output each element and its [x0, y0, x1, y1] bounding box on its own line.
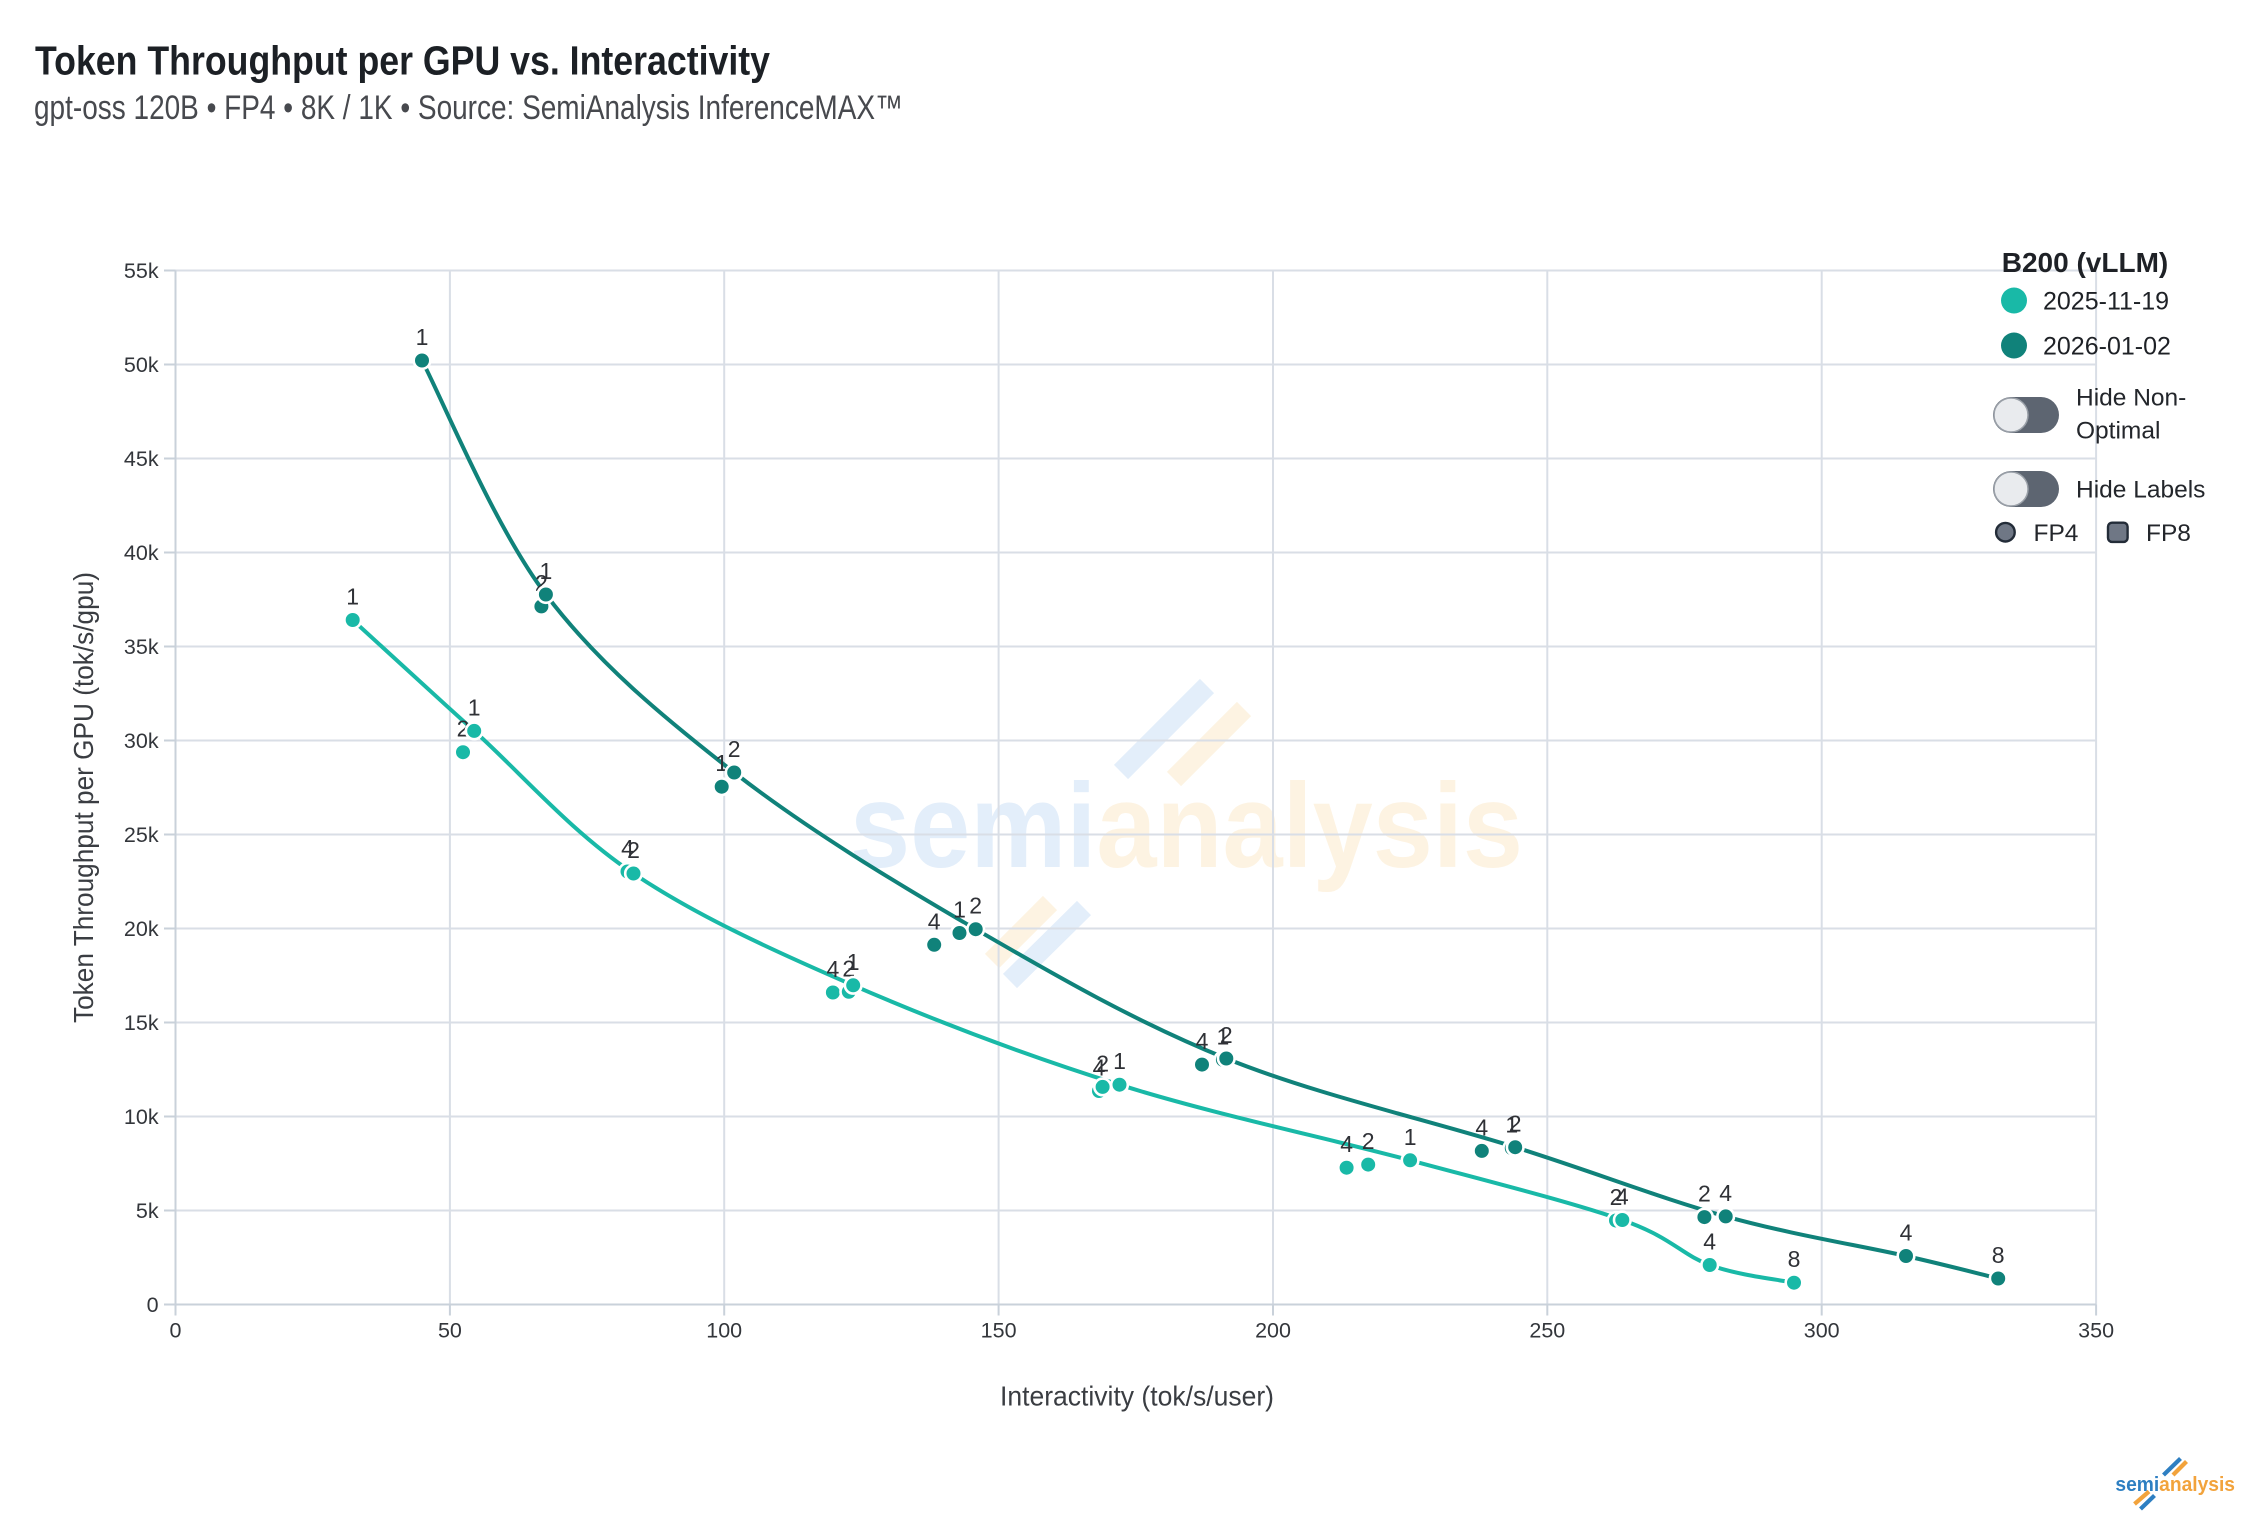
svg-text:2: 2	[1698, 1181, 1711, 1207]
svg-text:Token Throughput per GPU (tok/: Token Throughput per GPU (tok/s/gpu)	[68, 572, 99, 1023]
svg-text:2: 2	[969, 893, 982, 919]
svg-text:100: 100	[706, 1319, 742, 1343]
svg-text:4: 4	[1196, 1028, 1209, 1054]
svg-text:50k: 50k	[124, 353, 159, 377]
svg-text:4: 4	[1900, 1220, 1913, 1246]
svg-text:1: 1	[346, 584, 359, 610]
svg-text:Token Throughput per GPU vs. I: Token Throughput per GPU vs. Interactivi…	[35, 38, 770, 84]
svg-text:0: 0	[147, 1293, 159, 1317]
svg-text:45k: 45k	[124, 447, 159, 471]
svg-text:4: 4	[928, 908, 941, 934]
svg-text:Hide Labels: Hide Labels	[2076, 477, 2205, 504]
svg-text:300: 300	[1804, 1319, 1840, 1343]
svg-text:1: 1	[468, 694, 481, 720]
svg-text:2: 2	[1509, 1111, 1522, 1137]
svg-text:gpt-oss 120B • FP4 • 8K / 1K •: gpt-oss 120B • FP4 • 8K / 1K • Source: S…	[34, 89, 903, 127]
svg-text:15k: 15k	[124, 1011, 159, 1035]
svg-text:B200 (vLLM): B200 (vLLM)	[2002, 247, 2168, 278]
svg-text:2: 2	[627, 837, 640, 863]
svg-text:1: 1	[1217, 1023, 1230, 1049]
svg-text:4: 4	[827, 956, 840, 982]
svg-text:1: 1	[1505, 1112, 1518, 1138]
svg-text:30k: 30k	[124, 729, 159, 753]
svg-text:2: 2	[1096, 1050, 1109, 1076]
svg-text:4: 4	[1475, 1114, 1488, 1140]
svg-text:4: 4	[621, 835, 634, 861]
svg-text:2026-01-02: 2026-01-02	[2043, 333, 2171, 361]
svg-text:1: 1	[540, 558, 553, 584]
svg-text:1: 1	[416, 324, 429, 350]
svg-text:2: 2	[1610, 1184, 1623, 1210]
svg-text:55k: 55k	[124, 259, 159, 283]
svg-text:FP4: FP4	[2034, 520, 2079, 547]
svg-text:2: 2	[842, 955, 855, 981]
svg-text:2: 2	[1362, 1128, 1375, 1154]
svg-text:40k: 40k	[124, 541, 159, 565]
svg-text:Hide Non-: Hide Non-	[2076, 385, 2186, 412]
svg-text:8: 8	[1788, 1246, 1801, 1272]
svg-text:5k: 5k	[136, 1199, 159, 1223]
svg-text:8: 8	[1992, 1242, 2005, 1268]
svg-text:semianalysis: semianalysis	[2115, 1474, 2235, 1496]
svg-text:4: 4	[1093, 1055, 1106, 1081]
svg-text:2: 2	[728, 736, 741, 762]
svg-text:1: 1	[715, 750, 728, 776]
svg-text:semianalysis: semianalysis	[850, 759, 1523, 893]
svg-text:Optimal: Optimal	[2076, 418, 2160, 445]
svg-text:Interactivity (tok/s/user): Interactivity (tok/s/user)	[1000, 1381, 1274, 1412]
svg-text:1: 1	[847, 949, 860, 975]
svg-text:1: 1	[953, 897, 966, 923]
svg-text:1: 1	[1404, 1124, 1417, 1150]
svg-text:350: 350	[2078, 1319, 2114, 1343]
svg-text:20k: 20k	[124, 917, 159, 941]
svg-text:200: 200	[1255, 1319, 1291, 1343]
svg-text:4: 4	[1340, 1131, 1353, 1157]
svg-text:FP8: FP8	[2146, 520, 2191, 547]
svg-text:250: 250	[1529, 1319, 1565, 1343]
svg-text:2: 2	[1220, 1022, 1233, 1048]
svg-text:0: 0	[170, 1319, 182, 1343]
svg-text:25k: 25k	[124, 823, 159, 847]
svg-text:4: 4	[1719, 1180, 1732, 1206]
svg-text:10k: 10k	[124, 1105, 159, 1129]
svg-text:35k: 35k	[124, 635, 159, 659]
svg-text:2025-11-19: 2025-11-19	[2043, 288, 2169, 316]
svg-text:50: 50	[438, 1319, 462, 1343]
svg-text:4: 4	[1703, 1229, 1716, 1255]
svg-text:1: 1	[1113, 1048, 1126, 1074]
svg-text:150: 150	[981, 1319, 1017, 1343]
svg-text:4: 4	[1616, 1184, 1629, 1210]
